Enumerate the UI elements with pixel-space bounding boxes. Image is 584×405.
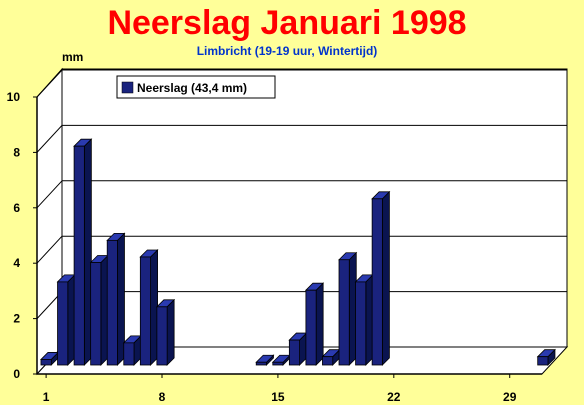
bar xyxy=(255,354,275,366)
bar-front xyxy=(156,306,168,366)
legend: Neerslag (43,4 mm) xyxy=(116,75,276,99)
bar-front xyxy=(123,342,135,366)
y-axis-label: mm xyxy=(62,50,83,64)
y-tick-label: 0 xyxy=(13,367,20,381)
bar xyxy=(354,273,374,366)
bar-front xyxy=(322,356,334,366)
legend-swatch xyxy=(121,81,134,94)
x-tick-label: 8 xyxy=(159,390,166,404)
bar-front xyxy=(355,281,367,366)
bar xyxy=(155,298,176,366)
x-tick-label: 1 xyxy=(43,390,50,404)
bar xyxy=(338,251,358,366)
bar xyxy=(106,232,126,366)
bar-front xyxy=(338,259,350,366)
bars xyxy=(40,138,556,366)
x-tick-label: 15 xyxy=(271,390,285,404)
bar-side xyxy=(166,298,175,366)
bar-front xyxy=(255,361,267,366)
y-tick-label: 8 xyxy=(13,145,20,159)
x-tick-label: 22 xyxy=(387,390,401,404)
bar-front xyxy=(272,361,284,366)
bar-front xyxy=(371,198,383,366)
x-tick-label: 29 xyxy=(503,390,517,404)
gridline-side xyxy=(36,125,63,153)
bar-side xyxy=(315,282,324,366)
chart-title: Neerslag Januari 1998 xyxy=(107,4,466,42)
bar xyxy=(139,249,159,366)
bar-front xyxy=(537,356,549,366)
bar-front xyxy=(57,281,69,366)
bar xyxy=(536,348,556,366)
y-tick-label: 4 xyxy=(13,256,20,270)
bar xyxy=(304,282,325,366)
gridline-side xyxy=(36,235,63,264)
bar-front xyxy=(40,359,52,366)
bar xyxy=(73,138,93,366)
legend-box xyxy=(116,75,276,99)
bar-side xyxy=(381,190,390,366)
bar-front xyxy=(106,239,118,366)
axes xyxy=(33,96,542,378)
y-tick-label: 6 xyxy=(13,201,20,215)
bar xyxy=(288,332,308,366)
bar-front xyxy=(139,256,151,366)
bar xyxy=(89,254,109,366)
y-tick-labels: 0 2 4 6 8 10 xyxy=(7,90,21,381)
y-tick-label: 10 xyxy=(7,90,21,104)
y-tick-label: 2 xyxy=(13,312,20,326)
bar-front xyxy=(90,262,102,366)
gridline-side xyxy=(36,69,63,98)
chart-subtitle: Limbricht (19-19 uur, Wintertijd) xyxy=(197,44,378,58)
bar xyxy=(371,190,391,366)
bar xyxy=(56,273,76,366)
bar-front xyxy=(73,145,85,366)
bar xyxy=(122,334,142,366)
legend-label: Neerslag (43,4 mm) xyxy=(137,81,247,95)
bar-front xyxy=(288,339,300,366)
x-tick-labels: 1 8 15 22 29 xyxy=(43,390,517,404)
gridline-side xyxy=(36,180,63,209)
bar-front xyxy=(305,289,317,366)
